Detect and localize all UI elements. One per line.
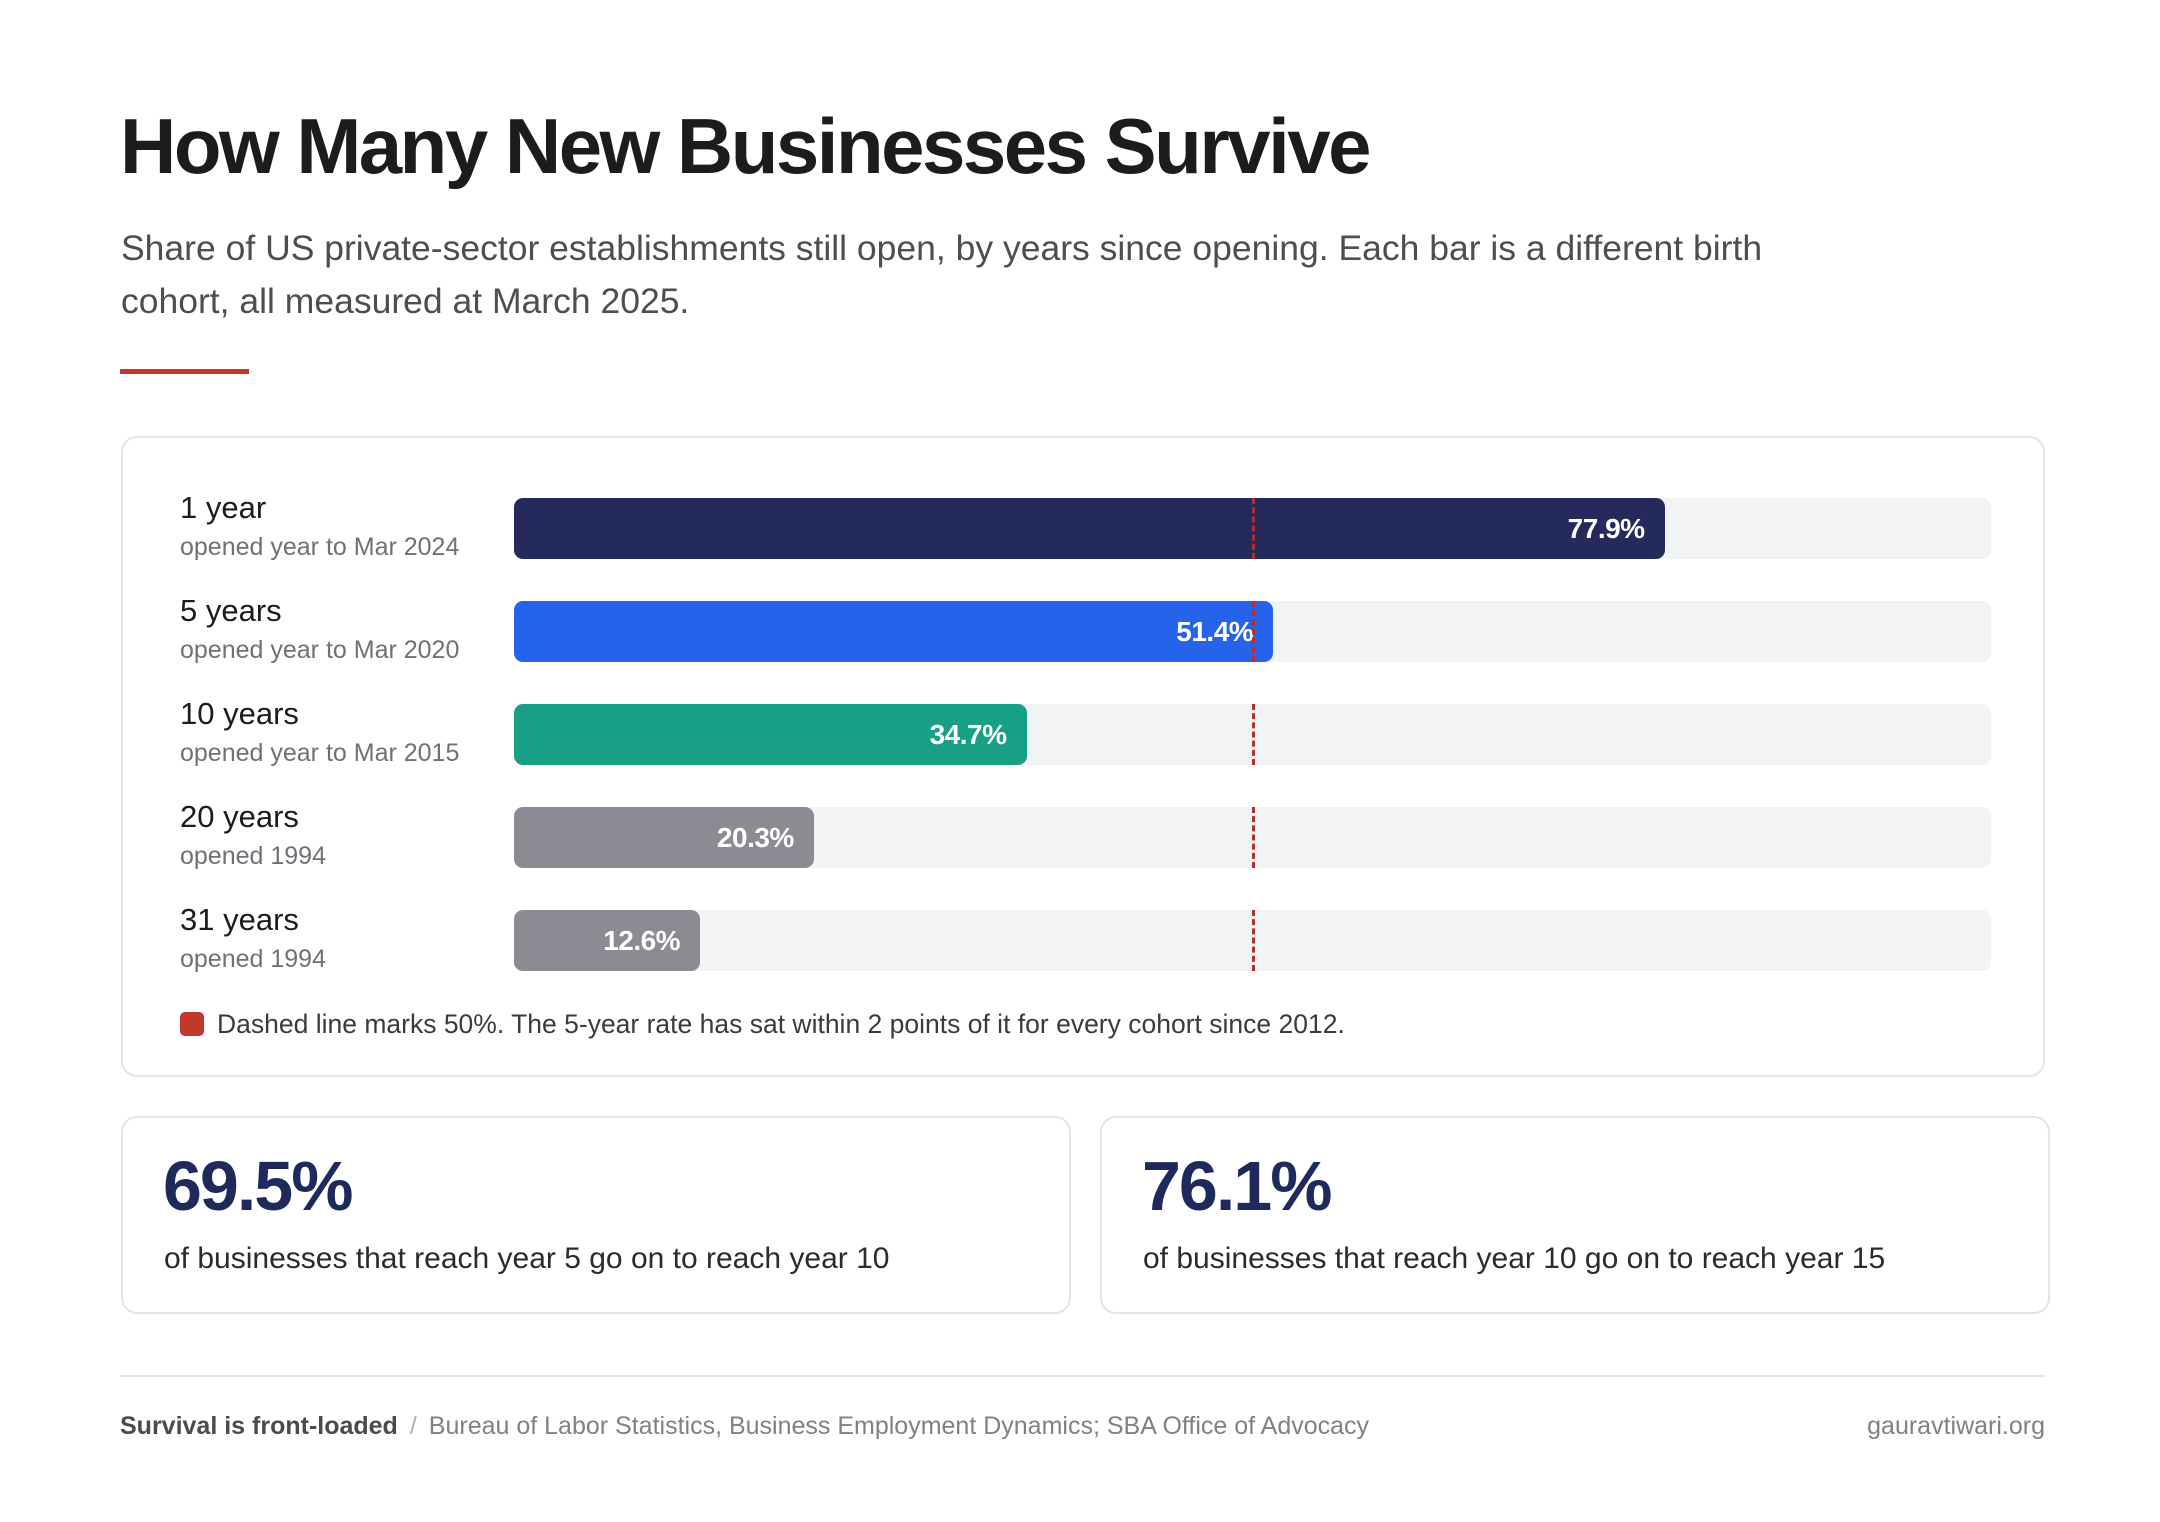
bar: 20.3% [514,807,814,868]
chart-card: 1 year opened year to Mar 2024 77.9% 5 year… [121,436,2045,1077]
bar-value-label: 51.4% [1176,616,1254,647]
stat-caption: of businesses that reach year 10 go on t… [1143,1242,1886,1275]
page-title: How Many New Businesses Survive [120,102,1372,190]
footer: Survival is front-loaded / Bureau of Labor… [120,1408,2045,1444]
bar-value-label: 20.3% [716,822,794,853]
row-label: 10 years opened year to Mar 2015 [180,694,510,770]
row-label: 31 years opened 1994 [180,900,510,976]
footer-tagline: Survival is front-loaded [120,1412,398,1440]
row-title: 10 years [180,696,299,731]
threshold-line [1251,807,1255,868]
stat-value: 76.1% [1142,1147,1332,1225]
stat-card-ten-to-fifteen: 76.1% of businesses that reach year 10 g… [1100,1116,2050,1314]
row-sublabel: opened 1994 [180,945,326,973]
row-sublabel: opened year to Mar 2024 [180,533,460,561]
footer-divider [120,1375,2045,1377]
footer-source: Bureau of Labor Statistics, Business Emp… [428,1412,1370,1440]
bar: 34.7% [514,704,1027,765]
row-label: 5 years opened year to Mar 2020 [180,591,510,667]
bar-track: 20.3% [514,807,1991,868]
footer-separator: / [409,1412,417,1440]
stat-value: 69.5% [163,1147,353,1225]
row-sublabel: opened year to Mar 2015 [180,739,460,767]
row-sublabel: opened year to Mar 2020 [180,636,460,664]
bar-track: 51.4% [514,601,1991,662]
bar: 51.4% [514,601,1274,662]
threshold-line [1251,601,1255,662]
chart-legend: Dashed line marks 50%. The 5-year rate h… [180,1006,1345,1042]
bar-track: 77.9% [514,498,1991,559]
row-title: 1 year [180,490,267,525]
row-label: 1 year opened year to Mar 2024 [180,488,510,564]
bar-value-label: 77.9% [1567,513,1645,544]
stat-caption: of businesses that reach year 5 go on to… [164,1242,890,1275]
row-title: 31 years [180,902,299,937]
bar-value-label: 34.7% [929,719,1007,750]
threshold-line [1251,498,1255,559]
bar-track: 34.7% [514,704,1991,765]
page-subtitle: Share of US private-sector establishment… [121,228,1763,321]
threshold-line [1251,704,1255,765]
row-sublabel: opened 1994 [180,842,326,870]
row-title: 5 years [180,593,282,628]
bar-value-label: 12.6% [603,925,681,956]
row-title: 20 years [180,799,299,834]
threshold-line [1251,910,1255,971]
footer-credit: Survival is front-loaded / Bureau of Labor… [120,1408,1369,1444]
legend-swatch [180,1012,204,1036]
bar-track: 12.6% [514,910,1991,971]
bar: 12.6% [514,910,701,971]
accent-rule [120,369,249,374]
bar: 77.9% [514,498,1665,559]
footer-site-link[interactable]: gauravtiwari.org [1867,1412,2045,1440]
stat-card-five-to-ten: 69.5% of businesses that reach year 5 go… [121,1116,1071,1314]
legend-text: Dashed line marks 50%. The 5-year rate h… [217,1008,1345,1039]
row-label: 20 years opened 1994 [180,797,510,873]
